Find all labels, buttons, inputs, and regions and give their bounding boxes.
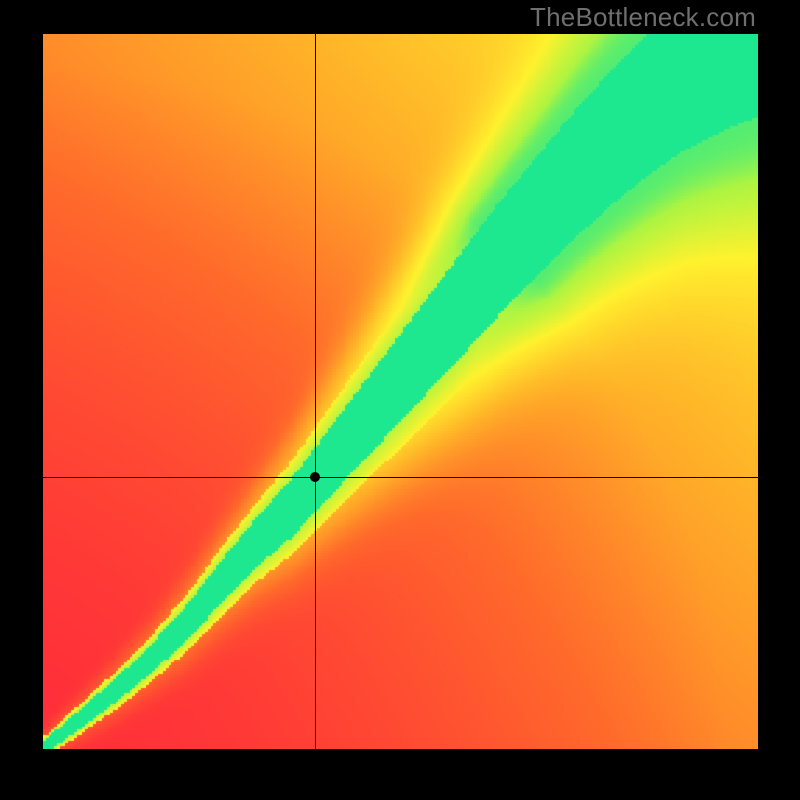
selection-marker[interactable] — [310, 472, 320, 482]
crosshair-horizontal — [43, 477, 758, 478]
chart-frame: TheBottleneck.com — [0, 0, 800, 800]
crosshair-vertical — [315, 34, 316, 749]
watermark-text: TheBottleneck.com — [530, 2, 756, 33]
heatmap-plot — [43, 34, 758, 749]
heatmap-canvas — [43, 34, 758, 749]
